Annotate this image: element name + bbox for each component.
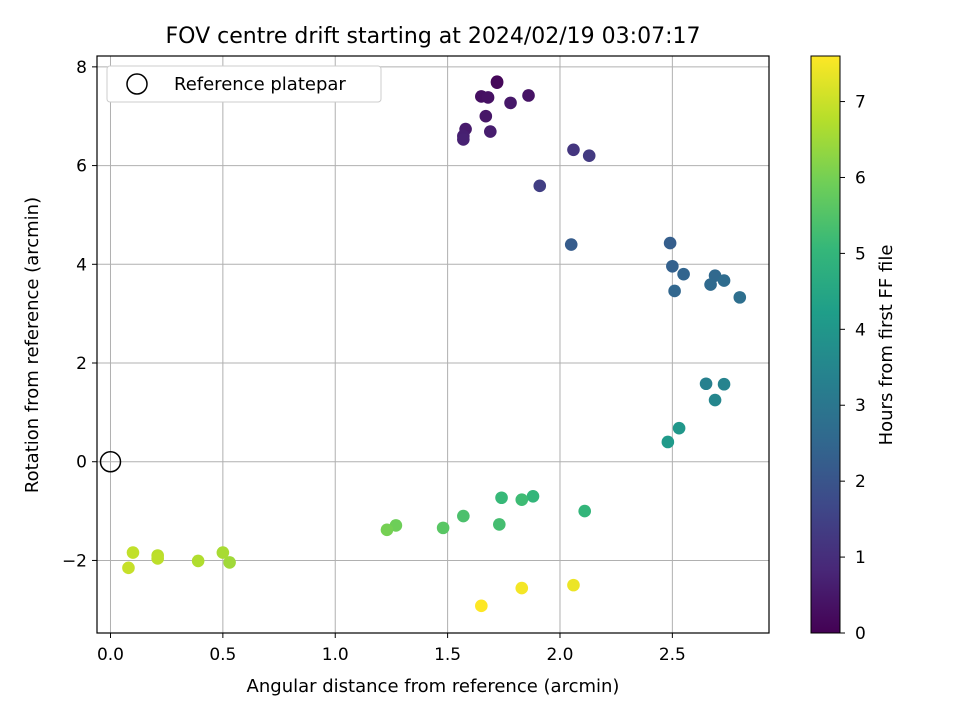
colorbar-tick-label: 5 [855, 244, 866, 264]
data-point [436, 521, 450, 535]
data-point [191, 554, 205, 568]
data-point [699, 377, 713, 391]
chart-title: FOV centre drift starting at 2024/02/19 … [166, 24, 701, 49]
data-point [479, 109, 493, 123]
y-tick-label: 6 [76, 157, 87, 177]
data-point [223, 556, 236, 569]
colorbar-tick-label: 6 [855, 168, 866, 188]
data-points [122, 75, 747, 613]
data-point [515, 493, 529, 507]
colorbar-tick-label: 7 [855, 93, 866, 113]
data-point [666, 259, 679, 273]
data-point [677, 267, 690, 281]
y-tick-label: 8 [76, 58, 87, 78]
x-tick-label: 1.5 [434, 645, 461, 665]
data-point [493, 518, 506, 531]
y-tick-label: 4 [76, 255, 87, 275]
data-point [216, 546, 230, 559]
data-point [380, 523, 394, 537]
legend: Reference platepar [106, 65, 382, 103]
x-tick-label: 2.0 [546, 645, 573, 665]
x-tick-label: 0.5 [209, 645, 236, 665]
data-point [704, 278, 717, 291]
data-point [475, 599, 488, 613]
legend-marker-icon [126, 73, 148, 95]
y-axis-label: Rotation from reference (arcmin) [22, 197, 43, 493]
colorbar-tick-label: 4 [855, 320, 866, 340]
legend-entry-reference-platepar: Reference platepar [174, 74, 346, 95]
y-tick-label: 0 [76, 453, 87, 473]
grid-lines [97, 56, 769, 633]
data-point [457, 509, 470, 523]
data-point [490, 76, 504, 89]
data-point [126, 546, 140, 559]
data-point [564, 238, 578, 251]
colorbar [810, 55, 841, 634]
data-point [663, 236, 677, 250]
data-point [495, 491, 508, 505]
data-point [717, 377, 731, 391]
colorbar-tick-label: 3 [855, 396, 866, 416]
colorbar-tick-label: 0 [855, 624, 866, 644]
reference-platepar-marker [99, 450, 122, 473]
data-point [504, 96, 517, 110]
data-point [151, 552, 164, 565]
data-point [661, 435, 675, 449]
x-tick-label: 2.5 [659, 645, 686, 665]
colorbar-ticks: 0 1 2 3 4 5 6 7 [840, 93, 866, 644]
data-point [668, 284, 681, 298]
plot-frame [96, 55, 770, 634]
y-tick-label: −2 [62, 551, 87, 571]
data-point [567, 143, 580, 157]
x-tick-label: 0.0 [97, 645, 124, 665]
data-point [582, 149, 596, 163]
data-point [717, 274, 731, 287]
data-point [457, 133, 470, 146]
data-point [578, 504, 592, 518]
colorbar-tick-label: 1 [855, 548, 866, 568]
colorbar-label: Hours from first FF file [876, 245, 897, 446]
data-point [515, 581, 529, 595]
y-axis-ticks: −2 0 2 4 6 8 [62, 58, 97, 571]
data-point [122, 561, 135, 575]
data-point [484, 125, 497, 138]
data-point [526, 489, 540, 503]
data-point [567, 578, 580, 592]
data-point [533, 179, 547, 193]
x-tick-label: 1.0 [322, 645, 349, 665]
data-point [708, 393, 722, 407]
data-point [733, 291, 747, 304]
colorbar-tick-label: 2 [855, 472, 866, 492]
data-point [522, 89, 535, 102]
x-axis-ticks: 0.0 0.5 1.0 1.5 2.0 2.5 [97, 633, 686, 665]
data-point [672, 421, 686, 435]
legend-box [106, 65, 382, 103]
y-tick-label: 2 [76, 354, 87, 374]
x-axis-label: Angular distance from reference (arcmin) [247, 676, 620, 697]
data-point [481, 91, 495, 104]
